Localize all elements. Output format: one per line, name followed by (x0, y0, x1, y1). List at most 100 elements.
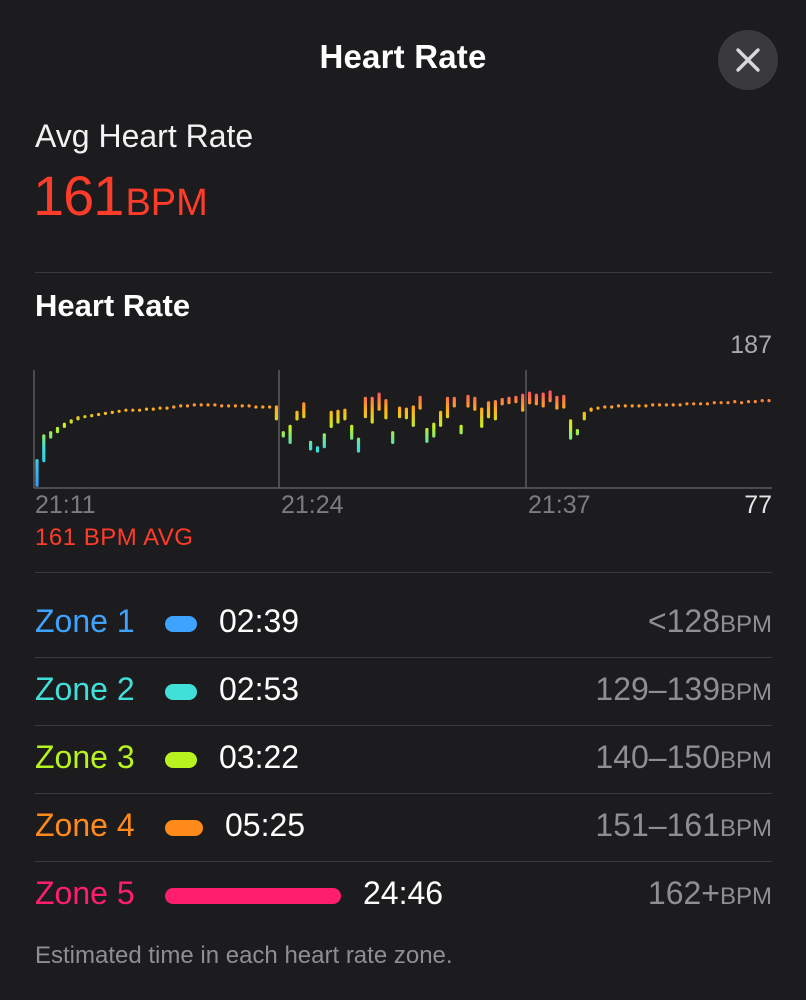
heart-rate-bar (343, 408, 347, 421)
zone-name: Zone 5 (35, 875, 135, 911)
avg-heart-rate-value: 161BPM (33, 163, 208, 228)
zone-row-5: Zone 5 24:46 162+BPM (0, 862, 806, 930)
heart-rate-bar (302, 402, 306, 419)
heart-rate-bar (418, 395, 422, 410)
heart-rate-bar (623, 404, 627, 408)
heart-rate-bar (664, 403, 668, 407)
heart-rate-bar (486, 401, 491, 419)
heart-rate-bars (35, 390, 771, 487)
heart-rate-bar (151, 407, 155, 411)
heart-rate-bar (384, 399, 388, 420)
heart-rate-bar (322, 433, 326, 449)
section-divider (35, 272, 772, 273)
heart-rate-bar (569, 419, 573, 440)
chart-title: Heart Rate (35, 288, 191, 323)
heart-rate-bar (336, 409, 340, 424)
heart-rate-bar (363, 396, 367, 419)
heart-rate-bar (138, 408, 142, 412)
zone-range: 151–161BPM (595, 807, 772, 844)
heart-rate-bar (548, 390, 552, 403)
heart-rate-bar (240, 404, 244, 408)
avg-heart-rate-number: 161 (33, 164, 124, 227)
zone-name: Zone 1 (35, 603, 135, 639)
heart-rate-bar (459, 424, 463, 435)
heart-rate-bar (651, 403, 655, 407)
chart-y-min-label: 77 (744, 491, 772, 519)
heart-rate-bar (610, 405, 614, 409)
heart-rate-bar (411, 405, 415, 427)
heart-rate-bar (671, 403, 675, 407)
zone-range-value: 151–161 (595, 807, 720, 843)
heart-rate-bar (767, 399, 771, 403)
close-icon (736, 48, 760, 72)
heart-rate-bar (439, 410, 443, 427)
zone-time: 24:46 (363, 875, 444, 911)
heart-rate-bar (746, 400, 751, 404)
zone-name: Zone 3 (35, 739, 135, 775)
heart-rate-bar (315, 446, 320, 453)
section-divider (35, 572, 772, 573)
heart-rate-bar (726, 401, 730, 405)
avg-heart-rate-label: Avg Heart Rate (35, 118, 254, 154)
heart-rate-bar (295, 410, 299, 421)
heart-rate-bar (534, 393, 538, 406)
heart-rate-bar (719, 401, 723, 405)
heart-rate-bar (445, 396, 450, 419)
heart-rate-bar (69, 419, 73, 424)
heart-rate-bar (514, 395, 518, 404)
heart-rate-bar (62, 422, 66, 428)
heart-rate-bar (179, 404, 183, 408)
heart-rate-bar (507, 396, 511, 405)
heart-rate-bar (329, 410, 333, 428)
heart-rate-bar (432, 422, 436, 438)
heart-rate-bar (753, 400, 757, 404)
heart-rate-bar (493, 400, 497, 421)
heart-rate-bar (144, 407, 149, 411)
heart-rate-bar (97, 412, 101, 417)
heart-rate-bar (49, 431, 53, 439)
heart-rate-bar (281, 431, 285, 438)
heart-rate-bar (678, 403, 682, 407)
zone-time: 02:39 (219, 603, 300, 639)
chart-avg-caption: 161 BPM AVG (35, 524, 194, 551)
heart-rate-bar (172, 405, 176, 409)
heart-rate-bar (83, 415, 87, 419)
zone-range-value: 129–139 (595, 671, 720, 707)
heart-rate-bar (712, 401, 716, 405)
heart-rate-bar (274, 405, 278, 421)
heart-rate-bar (309, 440, 313, 451)
zone-time: 05:25 (225, 807, 306, 843)
zone-row-2: Zone 2 02:53 129–139BPM (0, 658, 806, 726)
heart-rate-bar (185, 404, 190, 408)
heart-rate-bar (699, 402, 703, 406)
heart-rate-bar (103, 411, 107, 415)
heart-rate-bar (42, 434, 46, 463)
zone-time: 03:22 (219, 739, 300, 775)
heart-rate-bar (131, 408, 135, 412)
heart-rate-bar (637, 404, 641, 408)
heart-rate-bar (466, 394, 470, 408)
zone-duration-bar (165, 888, 341, 904)
heart-rate-bar (657, 403, 662, 407)
heart-rate-bar (692, 402, 696, 406)
heart-rate-bar (55, 426, 60, 434)
close-button[interactable] (718, 30, 778, 90)
heart-rate-bar (268, 405, 272, 409)
heart-rate-bar (370, 396, 374, 424)
heart-rate-bar (76, 416, 80, 421)
zone-duration-bar (165, 752, 197, 768)
heart-rate-bar (733, 400, 737, 404)
heart-rate-bar (521, 393, 525, 412)
heart-rate-bar (391, 431, 395, 444)
heart-rate-bar (644, 404, 648, 408)
heart-rate-bar (377, 392, 381, 411)
heart-rate-bar (452, 396, 456, 408)
heart-rate-bar (220, 404, 224, 408)
zone-duration-bar (165, 820, 203, 836)
heart-rate-bar (740, 401, 744, 405)
zone-range-unit: BPM (719, 679, 772, 706)
heart-rate-bar (165, 406, 169, 410)
chart-x-tick: 21:11 (35, 491, 96, 519)
heart-rate-bar (254, 405, 258, 409)
